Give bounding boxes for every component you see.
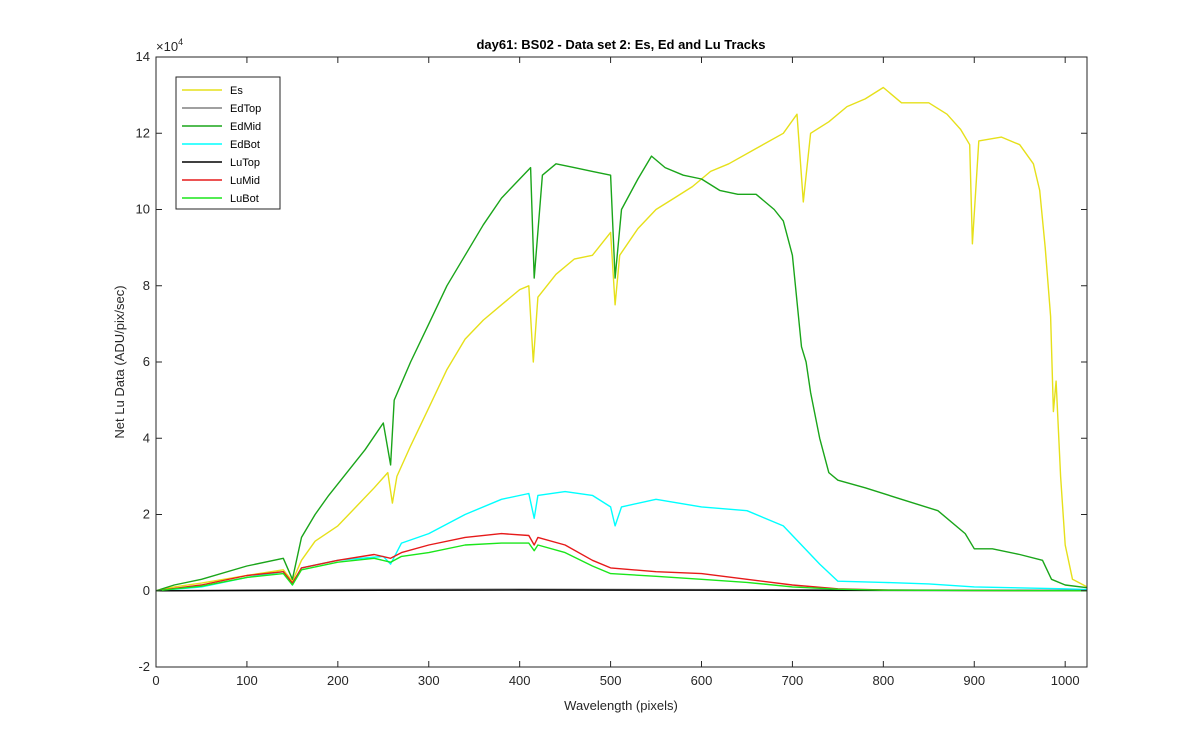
y-tick-label: 2 — [143, 507, 150, 522]
legend-label-lutop: LuTop — [230, 157, 260, 169]
y-exponent-power: 4 — [178, 37, 183, 47]
y-tick-label: 4 — [143, 430, 150, 445]
legend-label-edbot: EdBot — [230, 139, 260, 151]
x-tick-label: 0 — [152, 673, 159, 688]
legend-box — [175, 76, 281, 210]
y-exponent: ×104 — [156, 37, 183, 54]
series-line-es — [155, 86, 1088, 592]
legend-label-lubot: LuBot — [230, 193, 259, 205]
legend-items: Es EdTop EdMid EdBot LuTop LuMid LuBot — [182, 85, 261, 205]
x-tick-label: 500 — [600, 673, 622, 688]
legend-label-lumid: LuMid — [230, 175, 260, 187]
y-tick-label: 8 — [143, 278, 150, 293]
legend-label-edtop: EdTop — [230, 103, 261, 115]
x-tick-label: 100 — [236, 673, 258, 688]
x-tick-label: 200 — [327, 673, 349, 688]
series-line-lubot — [155, 542, 1088, 592]
y-tick-label: -2 — [138, 659, 150, 674]
x-axis-label: Wavelength (pixels) — [564, 698, 678, 713]
legend-label-es: Es — [230, 85, 243, 97]
x-tick-label: 800 — [872, 673, 894, 688]
y-tick-label: 10 — [136, 202, 150, 217]
y-axis-label: Net Lu Data (ADU/pix/sec) — [112, 285, 127, 438]
y-tick-label: 14 — [136, 49, 150, 64]
plot-area — [156, 57, 1087, 667]
x-tick-label: 300 — [418, 673, 440, 688]
y-tick-label: 6 — [143, 354, 150, 369]
series-layer — [155, 86, 1088, 592]
chart-title: day61: BS02 - Data set 2: Es, Ed and Lu … — [476, 37, 765, 52]
x-ticks: 0 100 200 300 400 500 600 700 800 900 1000 — [152, 57, 1080, 688]
x-tick-label: 400 — [509, 673, 531, 688]
y-tick-label: 0 — [143, 583, 150, 598]
x-tick-label: 600 — [691, 673, 713, 688]
legend-label-edmid: EdMid — [230, 121, 261, 133]
x-tick-label: 1000 — [1051, 673, 1080, 688]
y-ticks: -2 0 2 4 6 8 10 12 14 — [136, 49, 1087, 674]
x-tick-label: 700 — [782, 673, 804, 688]
x-tick-label: 900 — [963, 673, 985, 688]
legend: Es EdTop EdMid EdBot LuTop LuMid LuBot — [175, 76, 281, 210]
y-tick-label: 12 — [136, 125, 150, 140]
y-exponent-base: ×10 — [156, 39, 178, 54]
series-line-edmid — [155, 155, 1088, 592]
series-line-lumid — [155, 532, 1088, 592]
